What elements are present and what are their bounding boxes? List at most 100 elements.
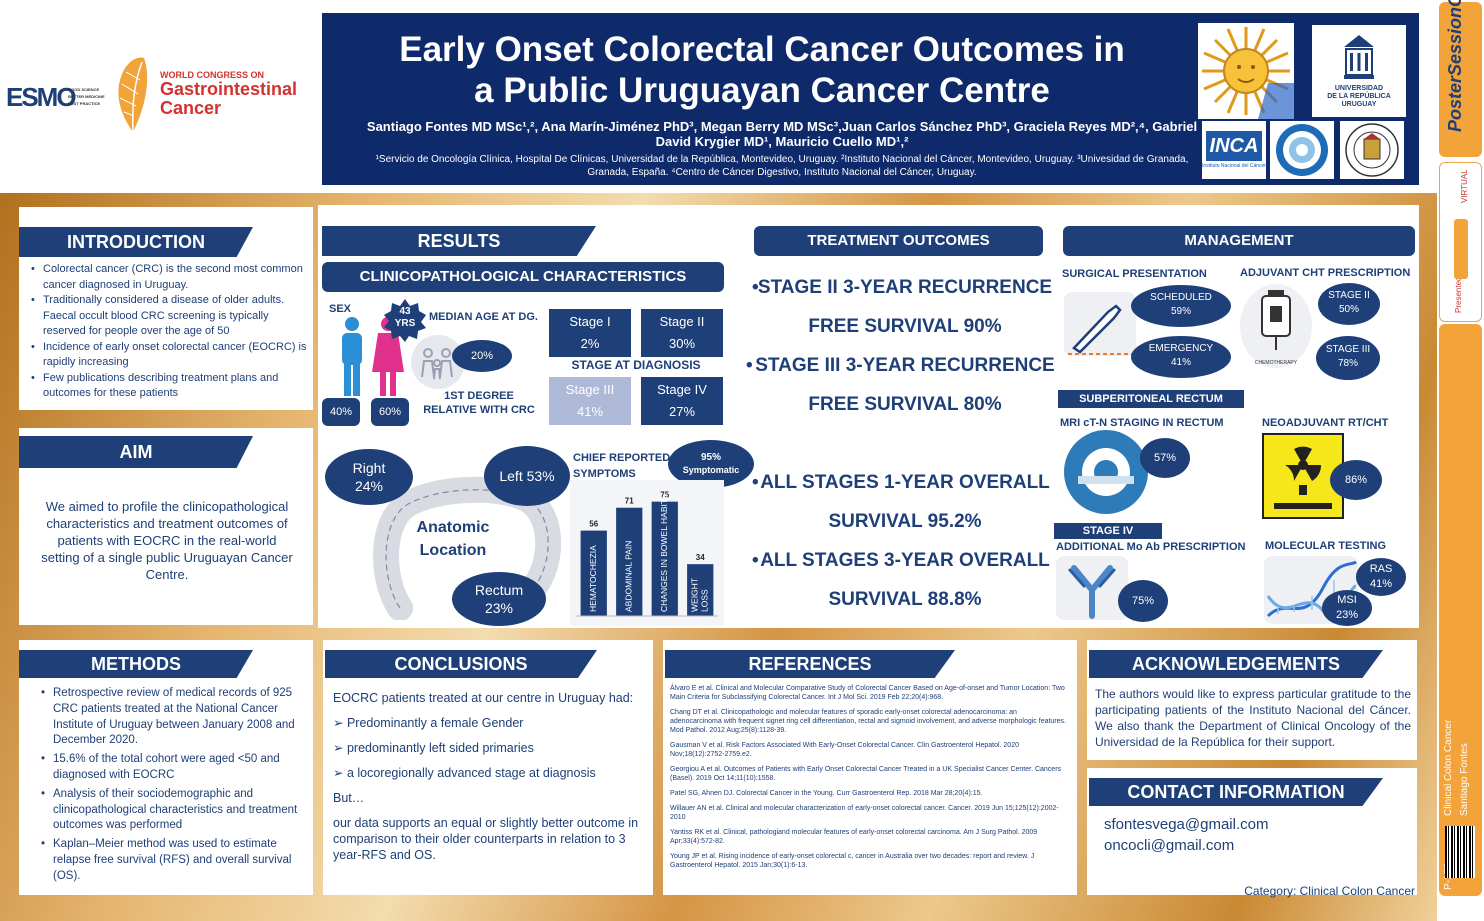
adj-stage3-label: STAGE III [1325,344,1371,355]
conclusion-point: ➢ Predominantly a female Gender [333,715,649,731]
scheduled-pct: 59% [1170,306,1191,317]
aim-text: We aimed to profile the clinicopathologi… [41,499,293,582]
loc-right-pct: 24% [354,478,384,494]
treatment-line2: SURVIVAL 95.2% [828,511,982,532]
introduction-item: Few publications describing treatment pl… [29,371,311,402]
location-rectum: Rectum 23% [452,572,546,626]
antibody-icon [1068,565,1116,619]
symptom-value-label: 34 [696,553,705,562]
methods-item: 15.6% of the total cohort were aged <50 … [39,752,307,784]
treatment-line1: • ALL STAGES 1-YEAR OVERALL [750,463,1060,502]
side-category: Clinical Colon Cancer [1443,719,1454,816]
esmo-tagline-3: BEST PRACTICE [68,101,101,106]
treatment-line2: FREE SURVIVAL 80% [808,394,1002,415]
introduction-item: Traditionally considered a disease of ol… [29,293,311,340]
inca-logo-text: INCA [1206,131,1262,161]
surgical-label: SURGICAL PRESENTATION [1062,268,1207,280]
symptom-category-label: CHANGES IN BOWEL HABITS [659,493,669,612]
management-heading: MANAGEMENT [1063,226,1415,256]
authors: Santiago Fontes MD MSc¹,², Ana Marín-Jim… [366,119,1198,149]
symptoms-label-1: CHIEF REPORTED [573,452,671,464]
emergency-label: EMERGENCY [1148,343,1214,354]
symptomatic-label: Symptomatic [682,465,740,475]
scalpel-icon-box [1064,292,1136,356]
granada-seal-logo [1340,121,1404,179]
barcode-icon [1445,826,1475,878]
treatment-line1: • ALL STAGES 3-YEAR OVERALL [750,541,1060,580]
stage-pct: 27% [668,404,696,419]
esmo-tagline-2: BETTER MEDICINE [68,94,105,99]
side-author: Santiago Fontes [1459,743,1470,816]
mri-pct: 57% [1140,438,1190,478]
symptoms-label-2: SYMPTOMS [573,468,636,480]
side-info-bar: Clinical Colon Cancer Santiago Fontes P-… [1439,324,1482,896]
introduction-heading: INTRODUCTION [19,227,253,257]
mab-label: ADDITIONAL Mo Ab PRESCRIPTION [1056,541,1246,553]
bullet-icon: • [752,277,759,298]
category-label: Category: Clinical Colon Cancer [1244,884,1415,898]
adj-stage2-pct: 50% [1338,304,1359,315]
age-badge-icon [384,299,426,342]
loc-rectum-label: Rectum [474,582,524,598]
molecular-label: MOLECULAR TESTING [1265,540,1386,552]
mab-pct: 75% [1118,580,1168,622]
clinicopathological-heading: CLINICOPATHOLOGICAL CHARACTERISTICS [322,262,724,292]
neo-label: NEOADJUVANT RT/CHT [1262,417,1389,429]
median-age-label: MEDIAN AGE AT DG. [429,311,538,323]
location-title-2: Location [419,542,487,559]
symptoms-bar-chart: 56 HEMATOCHEZIA 71 ABDOMINAL PAIN 75CHANGES … [570,480,724,626]
median-age-value: 43 [399,306,411,317]
contact-email-1[interactable]: sfontesvega@gmail.com [1104,816,1269,833]
treatment-line1-text: ALL STAGES 3-YEAR OVERALL [760,550,1050,571]
ras-badge: RAS 41% [1356,558,1406,596]
location-right: Right 24% [325,449,413,505]
title-line1: Early Onset Colorectal Cancer Outcomes i… [399,30,1125,69]
conclusion-point: ➢ a locoregionally advanced stage at dia… [333,765,649,781]
title-banner: Early Onset Colorectal Cancer Outcomes i… [322,13,1419,185]
header-strip: ESMO GOOD SCIENCE BETTER MEDICINE BEST P… [0,0,1437,193]
reference-item: Gausman V et al. Risk Factors Associated… [670,742,1019,758]
location-title-1: Anatomic [416,519,490,536]
contact-heading: CONTACT INFORMATION [1089,778,1383,806]
radiation-icon [1274,446,1332,509]
references-heading: REFERENCES [665,650,955,678]
msi-label: MSI [1337,594,1357,606]
postersession-logo: PosterSessionOnline [1439,0,1482,157]
sex-label: SEX [329,303,352,315]
symptom-bar [616,507,643,616]
congress-line2: Gastrointestinal [160,79,298,99]
conclusion-point-text: predominantly left sided primaries [346,741,534,755]
symptom-bar [687,564,714,616]
stage-pct: 41% [576,404,604,419]
conclusion-point: ➢ predominantly left sided primaries [333,740,649,756]
symptom-value-label: 71 [625,497,634,506]
conclusions-intro: EOCRC patients treated at our centre in … [333,691,634,705]
introduction-list: Colorectal cancer (CRC) is the second mo… [29,262,311,402]
stage-pct: 2% [580,336,600,351]
median-age-unit: YRS [394,318,416,329]
treatment-item: • STAGE III 3-YEAR RECURRENCE FREE SURVIV… [746,346,1060,424]
contact-email-2[interactable]: oncocli@gmail.com [1104,837,1235,854]
antibody-icon-box [1056,556,1128,620]
family-icon [411,335,465,389]
conclusions-panel: CONCLUSIONS EOCRC patients treated at ou… [323,640,653,895]
esmo-logo-text: ESMO [6,82,77,112]
title-line2: a Public Uruguayan Cancer Centre [474,71,1050,110]
neo-pct: 86% [1330,460,1382,500]
aim-panel: AIM We aimed to profile the clinicopatho… [19,428,313,625]
emergency-pct: 41% [1170,357,1191,368]
symptoms-label: CHIEF REPORTED SYMPTOMS [573,450,670,482]
iv-bag-icon [1261,290,1291,350]
treatment-line1-text: ALL STAGES 1-YEAR OVERALL [760,472,1050,493]
ras-pct: 41% [1369,578,1393,590]
chemo-caption: CHEMOTHERAPY [1254,360,1298,366]
stage4-heading: STAGE IV [1054,523,1162,539]
arrow-bullet-icon: ➢ [333,741,347,755]
introduction-item: Colorectal cancer (CRC) is the second mo… [29,262,311,293]
udelar-line3: URUGUAY [1341,101,1377,108]
aim-heading: AIM [19,436,253,468]
emergency-badge: EMERGENCY 41% [1131,336,1231,378]
udelar-line2: DE LA REPÚBLICA [1327,93,1391,100]
conclusions-heading: CONCLUSIONS [325,650,597,678]
oncology-seal-logo [1270,121,1334,179]
